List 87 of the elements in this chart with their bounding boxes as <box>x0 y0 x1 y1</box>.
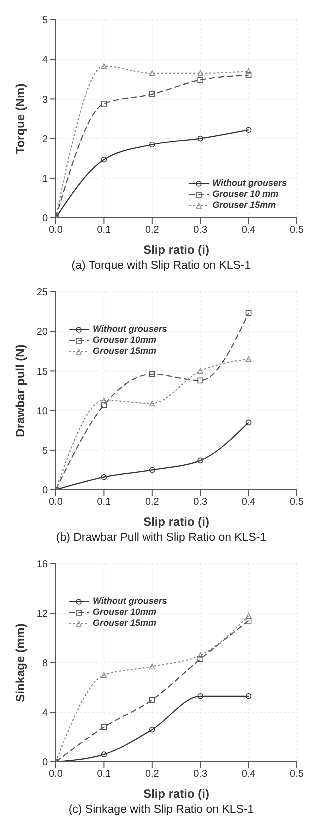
point <box>246 356 252 362</box>
text: (c) Sinkage with Slip Ratio on KLS-1 <box>68 804 256 816</box>
point <box>246 694 252 700</box>
y-axis-title: Sinkage (mm) <box>13 624 28 702</box>
point <box>198 378 204 384</box>
point <box>101 752 108 758</box>
y-tick-label: 8 <box>42 658 48 670</box>
x-axis-title: Slip ratio (i) <box>144 515 210 529</box>
x-tick-label: 0.1 <box>97 769 112 780</box>
point <box>198 70 204 76</box>
legend-label: Grouser 15mm <box>93 618 157 629</box>
y-tick-label: 10 <box>36 406 48 418</box>
point <box>198 368 204 374</box>
y-tick-label: 20 <box>36 327 48 338</box>
x-tick-label: 0.4 <box>242 497 256 508</box>
point <box>198 694 204 700</box>
point <box>150 697 156 704</box>
x-tick-label: 0.2 <box>145 225 160 236</box>
point <box>246 68 252 74</box>
text: (b) Drawbar Pull with Slip Ratio on KLS-1 <box>55 532 268 544</box>
point <box>101 398 108 404</box>
x-tick-label: 0.3 <box>194 225 208 236</box>
x-tick-label: 0.4 <box>242 769 256 780</box>
point <box>101 672 108 678</box>
y-tick-label: 5 <box>42 16 48 27</box>
y-tick-label: 25 <box>36 288 48 299</box>
text: 0.0 <box>49 497 63 508</box>
point <box>246 310 252 316</box>
point <box>198 652 204 658</box>
point <box>150 726 156 733</box>
x-tick-label: 0.4 <box>242 225 256 236</box>
y-tick-label: 1 <box>42 174 48 185</box>
legend-label: Without grousers <box>93 596 168 607</box>
x-tick-label: 0.5 <box>290 769 304 780</box>
point <box>150 92 156 98</box>
legend-label: Without grousers <box>93 324 168 335</box>
y-tick-label: 15 <box>36 366 48 378</box>
x-tick-label: 0.5 <box>290 225 304 236</box>
point <box>150 70 156 76</box>
point <box>246 420 252 426</box>
x-axis-title: Slip ratio (i) <box>144 787 210 801</box>
legend-label: Grouser 15mm <box>212 200 276 211</box>
x-tick-label: 0.2 <box>145 497 160 508</box>
y-tick-label: 5 <box>42 446 48 457</box>
text: 0.0 <box>49 769 63 780</box>
y-tick-label: 0 <box>42 758 48 769</box>
point <box>246 613 252 619</box>
x-tick-label: 0.5 <box>290 497 304 508</box>
y-tick-label: 4 <box>42 55 48 66</box>
y-axis-title: Drawbar pull (N) <box>13 344 28 438</box>
y-tick-label: 0 <box>42 214 48 225</box>
y-tick-label: 4 <box>42 708 48 720</box>
point <box>150 371 156 378</box>
x-tick-label: 0.3 <box>194 769 208 780</box>
point <box>198 136 204 142</box>
point <box>101 156 108 163</box>
x-tick-label: 0.2 <box>145 769 160 780</box>
point <box>246 72 252 78</box>
y-tick-label: 0 <box>42 486 48 497</box>
point <box>150 400 156 407</box>
x-tick-label: 0.1 <box>97 497 112 508</box>
point <box>246 127 252 133</box>
x-axis-title: Slip ratio (i) <box>144 243 210 257</box>
y-axis-title: Torque (Nm) <box>13 84 28 154</box>
legend-label: Grouser 10 mm <box>212 189 279 200</box>
point <box>198 458 204 464</box>
x-tick-label: 0.3 <box>194 497 208 508</box>
point <box>150 142 156 148</box>
point <box>198 656 204 662</box>
point <box>101 724 108 730</box>
point <box>150 664 156 670</box>
point <box>198 77 204 84</box>
x-tick-label: 0.1 <box>97 225 112 236</box>
point <box>150 467 156 474</box>
legend-label: Without grousers <box>212 178 287 189</box>
y-tick-label: 3 <box>42 94 48 106</box>
legend-label: Grouser 10mm <box>93 335 157 346</box>
legend-label: Grouser 15mm <box>93 346 157 357</box>
y-tick-label: 12 <box>36 609 48 620</box>
point <box>101 474 108 480</box>
text: 0.0 <box>49 225 63 236</box>
y-tick-label: 16 <box>36 560 48 571</box>
y-tick-label: 2 <box>42 134 48 146</box>
legend-label: Grouser 10mm <box>93 607 157 618</box>
text: (a) Torque with Slip Ratio on KLS-1 <box>70 260 252 272</box>
point <box>101 63 108 70</box>
point <box>101 101 108 107</box>
